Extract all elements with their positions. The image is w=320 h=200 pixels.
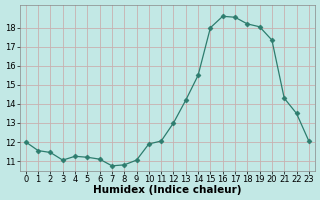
X-axis label: Humidex (Indice chaleur): Humidex (Indice chaleur) — [93, 185, 242, 195]
